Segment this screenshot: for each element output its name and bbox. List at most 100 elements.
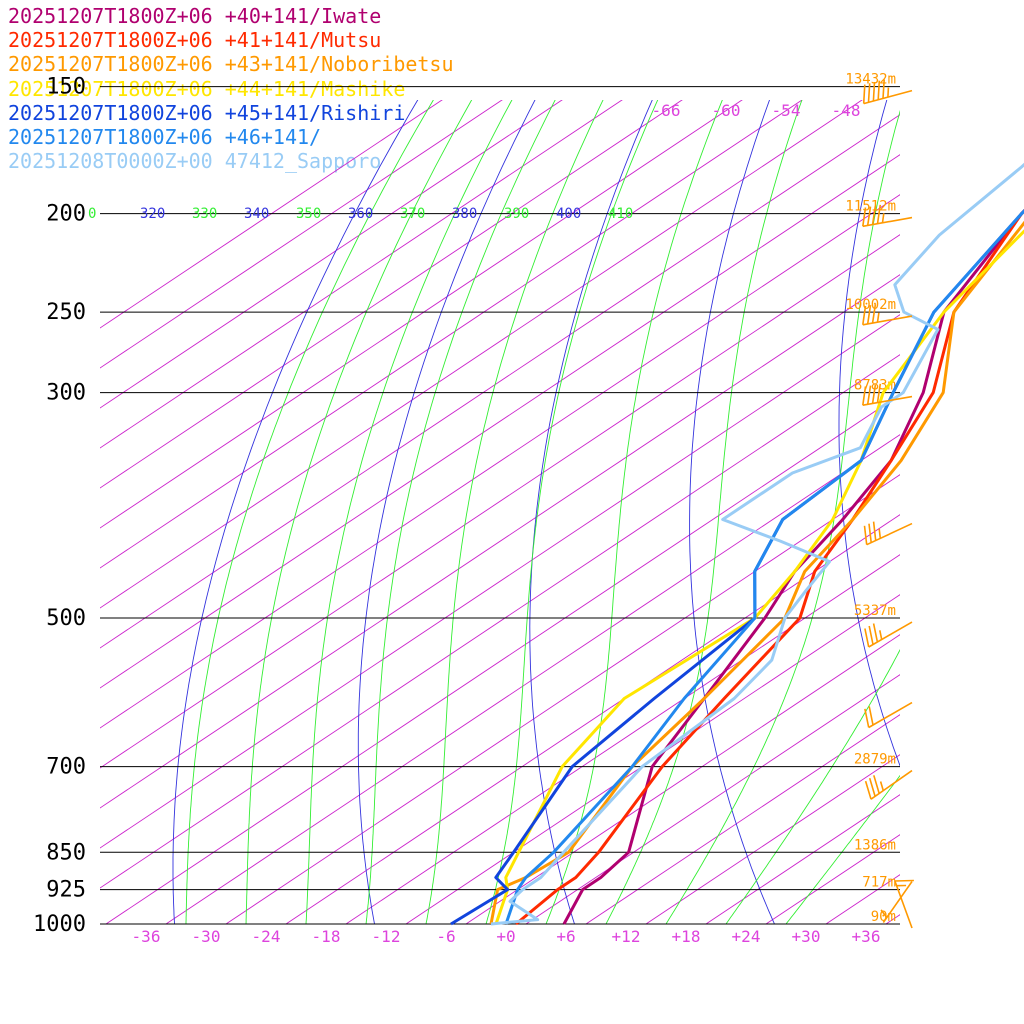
- height-label: 5337m: [854, 603, 896, 619]
- temperature-tick: +30: [792, 927, 821, 946]
- series-mutsu: [515, 209, 1024, 926]
- wind-barbs: [862, 79, 914, 929]
- temperature-tick: +36: [852, 927, 881, 946]
- wind-barb: [864, 621, 913, 648]
- height-label: 90m: [871, 909, 896, 925]
- pressure-label: 1000: [33, 912, 86, 937]
- dry-adiabat-line: [979, 0, 1024, 946]
- moist-adiabat-line: [245, 100, 473, 924]
- pressure-label: 700: [46, 755, 86, 780]
- wind-barb: [864, 769, 913, 800]
- wind-barb: [862, 383, 913, 406]
- legend-entry: 20251208T0000Z+00 47412_Sapporo: [8, 149, 382, 174]
- height-label: 1386m: [854, 837, 896, 853]
- series-noboribetsu: [489, 220, 1024, 925]
- theta-tick: 0: [88, 206, 96, 222]
- dry-adiabat-line: [689, 100, 775, 924]
- moist-adiabat-line: [725, 648, 900, 924]
- dry-adiabat-line: [357, 100, 536, 924]
- pressure-label: 925: [46, 878, 86, 903]
- isotherm-line: [946, 0, 1024, 924]
- upper-temperature-tick: -66: [652, 101, 681, 120]
- series-iwate: [562, 208, 1024, 925]
- isotherm-line: [100, 114, 900, 649]
- isotherm-line: [525, 674, 900, 924]
- dry-adiabat-line: [838, 100, 900, 768]
- temperature-tick: +12: [612, 927, 641, 946]
- theta-tick: 390: [504, 206, 529, 222]
- moist-adiabat-line: [485, 100, 659, 924]
- isotherm-line: [165, 434, 900, 924]
- temperature-series: [450, 162, 1024, 926]
- temperature-tick: -24: [252, 927, 281, 946]
- height-label: 13432m: [845, 72, 896, 88]
- isotherm-line: [100, 100, 863, 609]
- pressure-label: 300: [46, 381, 86, 406]
- height-label: 10002m: [845, 297, 896, 313]
- temperature-tick: -30: [192, 927, 221, 946]
- legend-entry: 20251207T1800Z+06 +43+141/Noboribetsu: [8, 52, 454, 77]
- theta-tick: 380: [452, 206, 477, 222]
- legend-entry: 20251207T1800Z+06 +40+141/Iwate: [8, 4, 382, 28]
- pressure-label: 150: [46, 75, 86, 100]
- theta-tick: 340: [244, 206, 269, 222]
- wind-barb: [862, 79, 913, 105]
- wind-barb: [862, 304, 913, 326]
- pressure-label: 200: [46, 202, 86, 227]
- legend-entry: 20251207T1800Z+06 +44+141/Mashike: [8, 76, 406, 101]
- isotherm-line: [405, 594, 900, 924]
- wind-barb: [894, 879, 914, 929]
- isotherm-line: [645, 754, 900, 924]
- isotherm-line: [465, 634, 900, 924]
- dry-adiabat-line: [529, 100, 653, 924]
- isotherm-line: [100, 354, 900, 889]
- isotherm-line: [100, 100, 803, 569]
- legend: 20251207T1800Z+06 +40+141/Iwate 20251207T…: [8, 4, 454, 173]
- theta-tick: 350: [296, 206, 321, 222]
- temperature-tick: +24: [732, 927, 761, 946]
- isotherm-line: [825, 874, 900, 924]
- moist-adiabat-line: [305, 100, 513, 924]
- pressure-label: 850: [46, 840, 86, 865]
- temperature-tick: +18: [672, 927, 701, 946]
- theta-tick: 320: [140, 206, 165, 222]
- series-sapporo: [490, 162, 1024, 926]
- temperature-tick: +6: [556, 927, 575, 946]
- isotherm-line: [225, 474, 900, 924]
- wind-barb: [880, 881, 913, 923]
- isotherm-line: [345, 554, 900, 924]
- theta-tick: 360: [348, 206, 373, 222]
- isotherm-line: [100, 100, 683, 489]
- wind-barb: [863, 521, 913, 546]
- theta-tick: 410: [608, 206, 633, 222]
- height-label: 717m: [862, 875, 896, 891]
- axis-labels: 10016025m15013432m20011512m25010002m3008…: [33, 72, 896, 946]
- isotherm-line: [705, 794, 900, 924]
- upper-temperature-tick: -54: [772, 101, 801, 120]
- legend-entry: 20251207T1800Z+06 +46+141/: [8, 125, 322, 150]
- isotherm-line: [100, 100, 503, 369]
- isotherm-line: [285, 514, 900, 924]
- height-label: 2879m: [854, 752, 896, 768]
- upper-temperature-tick: -60: [712, 101, 741, 120]
- upper-temperature-tick: -48: [832, 101, 861, 120]
- isotherm-line: [100, 274, 900, 809]
- temperature-tick: +0: [496, 927, 515, 946]
- dry-adiabats: [172, 0, 1024, 946]
- isotherm-line: [100, 314, 900, 849]
- isobars: [100, 86, 900, 925]
- wind-barb: [864, 701, 913, 729]
- isotherm-line: [100, 194, 900, 729]
- series-46-141: [504, 209, 1024, 925]
- moist-adiabat-line: [185, 100, 434, 924]
- temperature-tick: -36: [132, 927, 161, 946]
- theta-tick: 370: [400, 206, 425, 222]
- temperature-tick: -6: [436, 927, 455, 946]
- series-mashike: [494, 229, 1024, 925]
- isotherm-line: [100, 234, 900, 769]
- moist-adiabat-line: [425, 100, 604, 924]
- temperature-tick: -18: [312, 927, 341, 946]
- isotherm-line: [585, 714, 900, 924]
- isotherm-line: [100, 100, 563, 409]
- theta-tick: 400: [556, 206, 581, 222]
